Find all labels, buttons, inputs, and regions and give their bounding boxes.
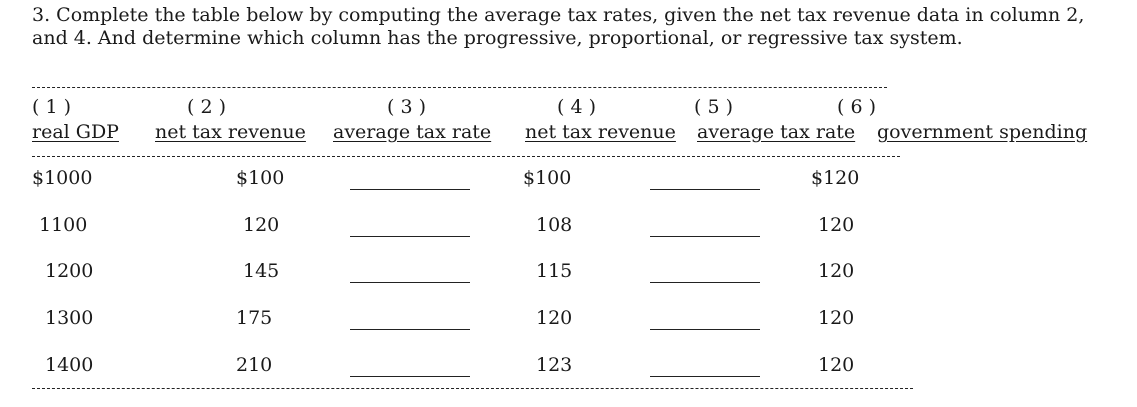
- row-4-spending: 120: [818, 307, 855, 329]
- row-2-net-tax-b: 108: [536, 214, 573, 236]
- bottom-divider: [32, 388, 913, 389]
- row-5-net-tax-a: 210: [236, 354, 273, 376]
- row-3-spending: 120: [818, 260, 855, 282]
- row-4-gdp: 1300: [45, 307, 94, 329]
- row-3-rate-b-blank[interactable]: [650, 282, 760, 283]
- col-6-header: government spending: [877, 121, 1088, 143]
- header-divider: [32, 156, 900, 157]
- row-2-net-tax-a: 120: [243, 214, 280, 236]
- top-divider: [32, 87, 887, 88]
- row-3-net-tax-b: 115: [536, 260, 573, 282]
- col-6-number: ( 6 ): [837, 96, 876, 118]
- row-5-spending: 120: [818, 354, 855, 376]
- row-2-rate-b-blank[interactable]: [650, 236, 760, 237]
- row-4-rate-b-blank[interactable]: [650, 329, 760, 330]
- col-5-header: average tax rate: [697, 121, 856, 143]
- row-1-rate-a-blank[interactable]: [350, 189, 470, 190]
- row-1-gdp: $1000: [32, 167, 93, 189]
- col-2-header: net tax revenue: [155, 121, 306, 143]
- col-4-header: net tax revenue: [525, 121, 676, 143]
- row-2-spending: 120: [818, 214, 855, 236]
- row-5-rate-a-blank[interactable]: [350, 376, 470, 377]
- col-3-number: ( 3 ): [387, 96, 426, 118]
- row-4-rate-a-blank[interactable]: [350, 329, 470, 330]
- row-3-net-tax-a: 145: [243, 260, 280, 282]
- row-1-spending: $120: [811, 167, 860, 189]
- row-2-rate-a-blank[interactable]: [350, 236, 470, 237]
- row-5-net-tax-b: 123: [536, 354, 573, 376]
- row-1-rate-b-blank[interactable]: [650, 189, 760, 190]
- row-5-rate-b-blank[interactable]: [650, 376, 760, 377]
- col-5-number: ( 5 ): [694, 96, 733, 118]
- row-4-net-tax-b: 120: [536, 307, 573, 329]
- row-3-rate-a-blank[interactable]: [350, 282, 470, 283]
- row-3-gdp: 1200: [45, 260, 94, 282]
- col-1-number: ( 1 ): [32, 96, 71, 118]
- question-text: 3. Complete the table below by computing…: [32, 4, 1085, 49]
- col-1-header: real GDP: [32, 121, 119, 143]
- row-1-net-tax-b: $100: [523, 167, 572, 189]
- row-4-net-tax-a: 175: [236, 307, 273, 329]
- col-4-number: ( 4 ): [557, 96, 596, 118]
- col-3-header: average tax rate: [333, 121, 492, 143]
- row-2-gdp: 1100: [39, 214, 88, 236]
- row-1-net-tax-a: $100: [236, 167, 285, 189]
- col-2-number: ( 2 ): [187, 96, 226, 118]
- row-5-gdp: 1400: [45, 354, 94, 376]
